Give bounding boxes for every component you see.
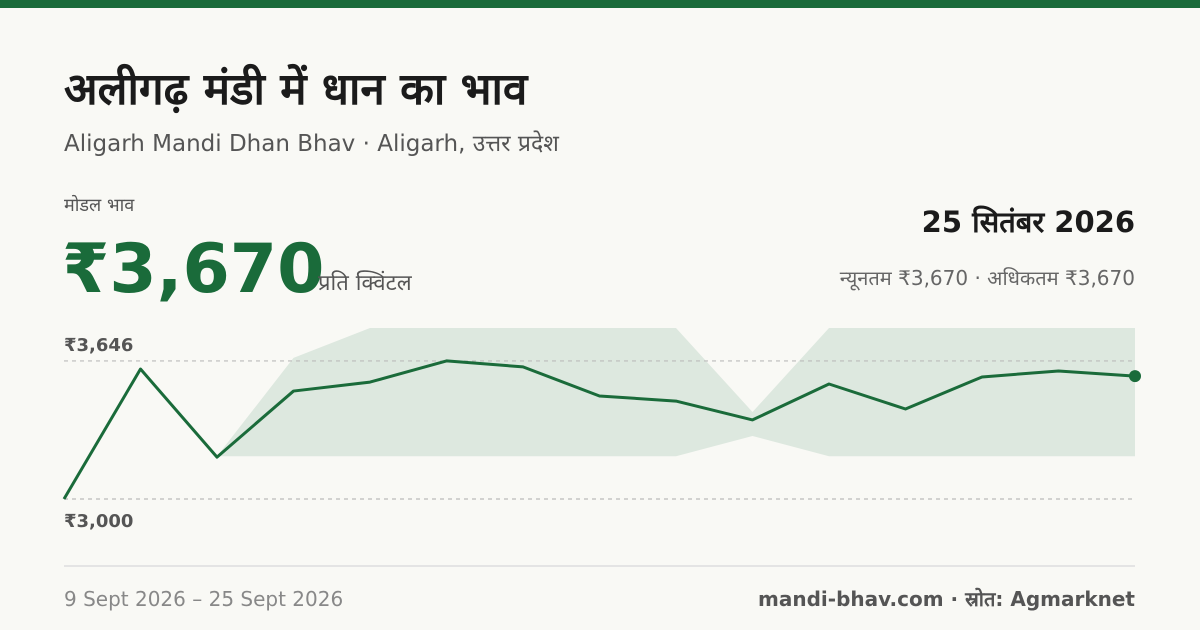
price-date: 25 सितंबर 2026: [922, 205, 1135, 239]
footer-source: mandi-bhav.com · स्रोत: Agmarknet: [758, 587, 1135, 611]
subtitle: Aligarh Mandi Dhan Bhav · Aligarh, उत्तर…: [64, 130, 559, 157]
chart: ₹3,000 ₹3,646: [62, 328, 1141, 532]
last-point: [1129, 370, 1141, 383]
top-bar: [0, 0, 1200, 8]
price-range: न्यूनतम ₹3,670 · अधिकतम ₹3,670: [840, 266, 1135, 291]
price-unit: प्रति क्विंटल: [318, 270, 413, 296]
footer-period: 9 Sept 2026 – 25 Sept 2026: [64, 587, 343, 611]
y-tick-label: ₹3,000: [64, 511, 133, 532]
price-line: [62, 359, 1136, 500]
price-label: मोडल भाव: [64, 194, 135, 216]
y-tick-label: ₹3,646: [64, 335, 133, 356]
title: अलीगढ़ मंडी में धान का भाव: [64, 63, 529, 115]
price-value: ₹3,670: [62, 230, 324, 309]
range-band: [64, 328, 1135, 499]
